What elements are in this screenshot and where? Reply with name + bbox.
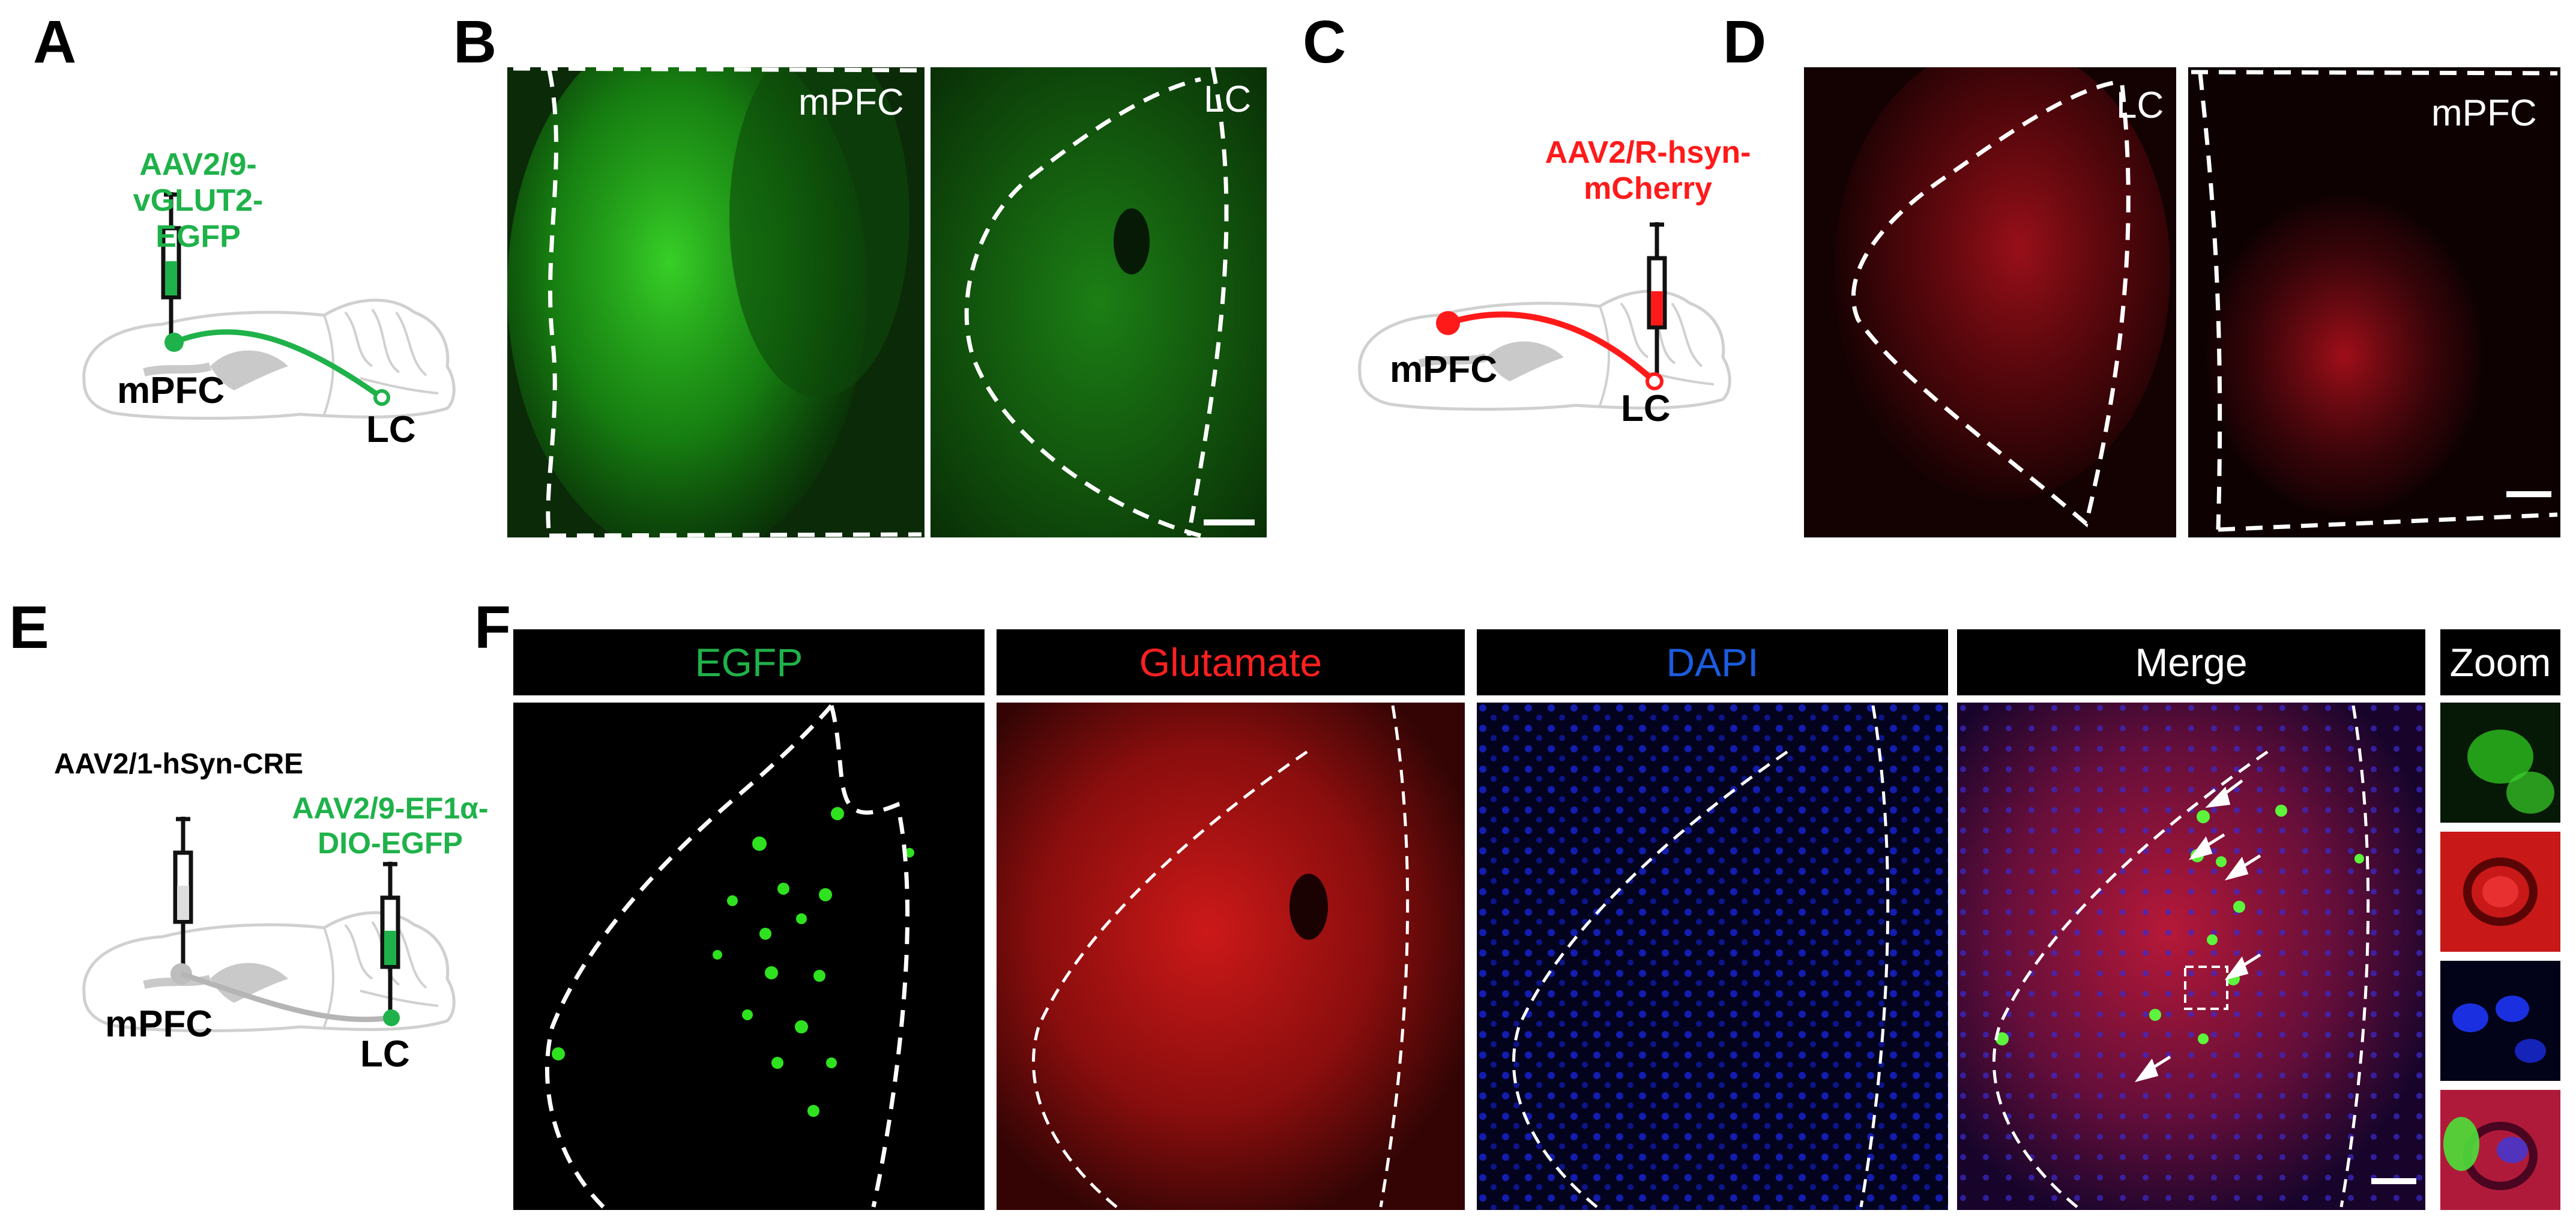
panel-b-micrograph-mpfc <box>507 67 925 537</box>
panel-c-virus-label: AAV2/R-hsyn- mCherry <box>1545 135 1751 206</box>
panel-b-scale-bar <box>1204 519 1255 525</box>
panel-a-projection-path <box>164 329 390 406</box>
panel-e-cre-virus-label: AAV2/1-hSyn-CRE <box>54 748 304 780</box>
panel-d-micrograph-lc <box>1804 67 2176 537</box>
panel-e-syringe-cre-icon <box>173 817 193 973</box>
panel-a-virus-label: AAV2/9-vGLUT2- EGFP <box>133 147 264 254</box>
panel-e-egfp-virus-label: AAV2/9-EF1α- DIO-EGFP <box>292 791 489 860</box>
panel-label-c: C <box>1303 8 1347 76</box>
panel-b-mpfc-label: mPFC <box>798 82 904 123</box>
panel-f-micrograph-egfp <box>513 703 985 1210</box>
panel-f-zoom-merge <box>2440 1090 2560 1210</box>
panel-f-zoom-dapi <box>2440 961 2560 1081</box>
panel-f-zoom-egfp <box>2440 703 2560 823</box>
panel-label-b: B <box>453 8 497 76</box>
panel-b-micrograph-lc <box>931 67 1267 537</box>
panel-label-a: A <box>33 8 77 76</box>
panel-label-d: D <box>1723 8 1767 76</box>
panel-d-lc-label: LC <box>2116 85 2164 126</box>
panel-f-header-zoom: Zoom <box>2440 629 2560 695</box>
panel-label-f: F <box>474 594 511 661</box>
panel-a-target-label: LC <box>366 409 416 450</box>
panel-f-scale-bar <box>2371 1178 2416 1184</box>
panel-f-header-merge: Merge <box>1957 629 2425 695</box>
panel-f-micrograph-dapi <box>1477 703 1948 1210</box>
panel-f-header-egfp: EGFP <box>513 629 985 695</box>
panel-e-target-label: LC <box>360 1033 410 1075</box>
panel-e-projection-path <box>170 963 400 1026</box>
panel-b-lc-label: LC <box>1204 79 1252 120</box>
panel-e-syringe-egfp-icon <box>380 862 400 1018</box>
panel-d-micrograph-mpfc <box>2188 67 2560 537</box>
panel-e-source-label: mPFC <box>105 1003 213 1045</box>
panel-d-mpfc-label: mPFC <box>2431 92 2537 134</box>
panel-c-syringe-icon <box>1647 222 1667 378</box>
panel-c-target-label: LC <box>1621 388 1671 429</box>
panel-c-projection-path <box>1436 311 1664 390</box>
panel-f-header-dapi: DAPI <box>1477 629 1948 695</box>
panel-a-syringe-icon <box>161 192 181 348</box>
panel-f-micrograph-glutamate <box>997 703 1465 1210</box>
panel-label-e: E <box>9 594 49 661</box>
panel-f-header-glutamate: Glutamate <box>997 629 1465 695</box>
panel-f-micrograph-merge <box>1957 703 2425 1210</box>
panel-c-source-label: mPFC <box>1390 349 1498 390</box>
panel-d-scale-bar <box>2506 491 2551 497</box>
panel-a-source-label: mPFC <box>117 370 225 411</box>
panel-f-zoom-glutamate <box>2440 832 2560 952</box>
